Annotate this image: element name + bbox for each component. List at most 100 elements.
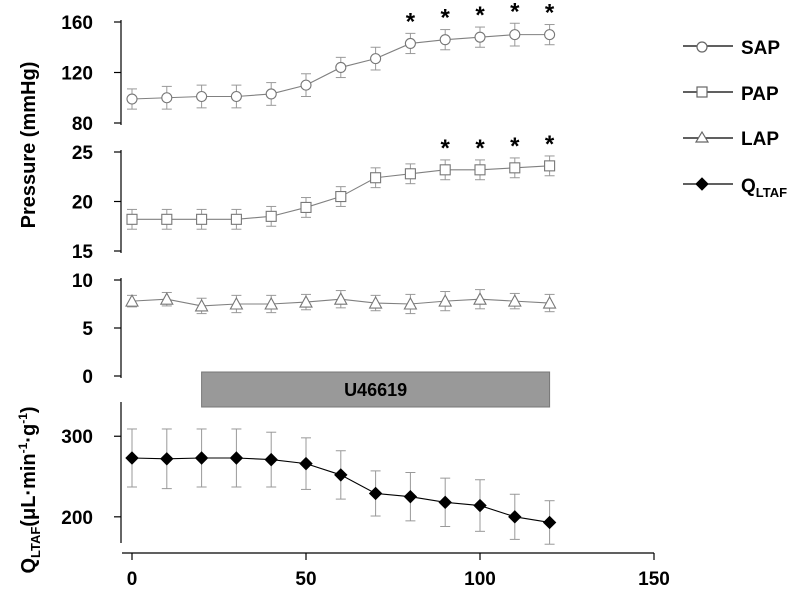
series-sap: * * * * * (126, 0, 556, 110)
triangle-marker (125, 293, 139, 307)
circle-marker (439, 34, 451, 46)
x-axis: 0 50 100 150 (122, 552, 670, 590)
triangle-marker (194, 298, 209, 312)
diamond-marker (542, 515, 557, 530)
x-tick-label: 100 (464, 569, 496, 590)
diamond-marker (334, 468, 348, 482)
square-marker (196, 213, 208, 225)
diamond-marker (438, 495, 452, 510)
diamond-marker (299, 456, 313, 471)
significance-star: * (441, 5, 451, 32)
panel-axis-qltaf: 200 300 (61, 402, 122, 543)
diamond-marker (508, 510, 522, 524)
circle-marker (196, 90, 208, 103)
diamond-marker (264, 452, 278, 467)
significance-star: * (475, 2, 485, 29)
y-axis-label-qltaf: QLTAF(μL·min-1·g-1) (16, 406, 43, 573)
legend-label-pap: PAP (741, 84, 779, 105)
y-tick-label: 5 (82, 319, 93, 340)
y-tick-label: 200 (61, 508, 93, 529)
diamond-marker (160, 452, 174, 466)
y-tick-label: 15 (72, 242, 94, 263)
square-marker (474, 164, 486, 176)
y-label-rest: (μL·min (18, 453, 40, 526)
y-tick-label: 80 (72, 114, 93, 135)
legend-item-qltaf: QLTAF (683, 176, 787, 200)
circle-marker (230, 90, 242, 103)
square-marker (126, 213, 138, 225)
circle-marker (474, 31, 486, 43)
square-marker (161, 213, 173, 225)
y-tick-label: 25 (72, 143, 94, 164)
triangle-marker (403, 296, 418, 310)
y-tick-label: 0 (82, 367, 93, 388)
y-tick-label: 160 (61, 13, 93, 34)
diamond-marker (403, 489, 418, 504)
y-tick-label: 300 (61, 427, 93, 448)
triangle-marker (264, 296, 279, 310)
square-marker (404, 168, 416, 180)
y-label-exp2: -1 (16, 413, 30, 424)
circle-marker (509, 29, 521, 41)
y-label-dot: ·g (18, 424, 40, 443)
square-marker (300, 201, 312, 213)
panel-axis-sap: 80 120 160 (61, 13, 122, 135)
significance-star: * (510, 0, 520, 25)
significance-star: * (510, 133, 520, 160)
triangle-marker (473, 292, 487, 305)
y-label-q: Q (18, 558, 40, 574)
diamond-marker (125, 451, 139, 465)
data-layer: * * * * * * * * * (125, 0, 557, 545)
x-tick-label: 150 (638, 569, 670, 590)
diamond-marker (473, 498, 487, 513)
y-label-exp1: -1 (16, 442, 30, 453)
x-tick-label: 50 (295, 569, 316, 590)
triangle-marker (299, 294, 313, 308)
series-qltaf (125, 428, 557, 545)
circle-marker (265, 88, 277, 100)
square-marker (439, 164, 451, 176)
square-marker (265, 210, 277, 222)
series-pap: * * * * (126, 131, 556, 230)
significance-star: * (545, 131, 555, 158)
triangle-marker (229, 296, 244, 310)
square-marker (544, 160, 556, 172)
legend-label-lap: LAP (741, 129, 779, 150)
y-label-sub: LTAF (28, 527, 43, 558)
series-lap (125, 289, 557, 315)
triangle-marker (368, 295, 383, 309)
significance-star: * (441, 135, 451, 162)
axes-layer: 80 120 160 15 20 25 0 5 10 200 300 0 50 100 150 (61, 13, 670, 590)
legend-label-qltaf: QLTAF (741, 176, 787, 200)
y-label-close: ) (18, 406, 40, 413)
circle-marker (300, 79, 312, 91)
square-marker (509, 162, 521, 174)
y-tick-label: 20 (72, 193, 93, 214)
circle-marker (126, 93, 138, 105)
triangle-marker-icon (694, 130, 710, 143)
significance-star: * (406, 8, 416, 35)
circle-marker (404, 37, 416, 50)
treatment-bar (201, 371, 551, 408)
diamond-marker-icon (695, 177, 709, 191)
triangle-marker (542, 295, 557, 309)
circle-marker (544, 29, 556, 41)
square-marker (230, 213, 242, 225)
legend-item-sap: SAP (683, 38, 780, 59)
circle-marker (370, 53, 382, 65)
square-marker (370, 172, 382, 184)
legend: SAP PAP LAP QLTAF (683, 38, 787, 200)
circle-marker (161, 92, 173, 104)
y-axis-label-pressure: Pressure (mmHg) (18, 62, 40, 229)
significance-star: * (545, 0, 555, 27)
square-marker-icon (696, 86, 708, 98)
triangle-marker (438, 293, 453, 307)
triangle-marker (333, 292, 348, 305)
circle-marker-icon (696, 41, 708, 53)
diamond-marker (194, 451, 209, 465)
panel-axis-pap: 15 20 25 (72, 143, 122, 263)
legend-item-lap: LAP (683, 129, 779, 150)
x-tick-label: 0 (127, 569, 138, 590)
treatment-bar-label: U46619 (344, 380, 407, 400)
